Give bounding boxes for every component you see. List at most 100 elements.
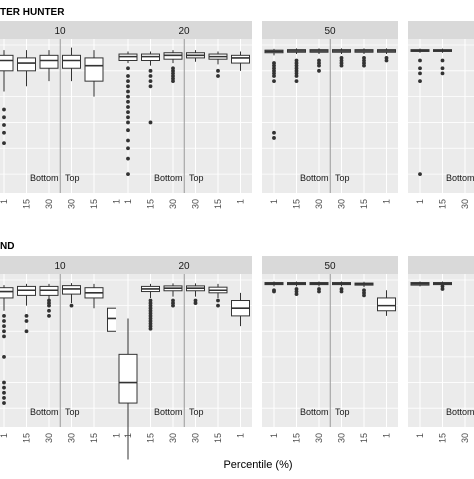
boxplot-box bbox=[118, 318, 138, 460]
outlier-point bbox=[2, 329, 6, 334]
outlier-point bbox=[69, 303, 74, 308]
boxplot-box bbox=[377, 48, 396, 63]
outlier-point bbox=[148, 326, 153, 331]
outlier-point bbox=[126, 146, 130, 151]
group-label-bottom: Bottom bbox=[446, 173, 474, 183]
group-label-bottom: Bottom bbox=[30, 407, 59, 417]
outlier-point bbox=[294, 292, 299, 296]
boxplot-box bbox=[264, 48, 284, 140]
outlier-point bbox=[216, 74, 220, 78]
outlier-point bbox=[2, 130, 6, 135]
x-tick-label: 15 bbox=[359, 199, 369, 209]
outlier-point bbox=[126, 99, 130, 104]
x-tick-label: 15 bbox=[213, 433, 223, 443]
outlier-point bbox=[126, 105, 130, 109]
boxplot-box bbox=[309, 281, 329, 294]
x-tick-label: 1 bbox=[0, 433, 9, 438]
x-tick-label: 1 bbox=[112, 199, 122, 204]
outlier-point bbox=[2, 390, 6, 395]
x-tick-label: 15 bbox=[213, 199, 223, 209]
outlier-point bbox=[126, 74, 130, 78]
outlier-point bbox=[418, 66, 422, 71]
group-label-bottom: Bottom bbox=[300, 173, 329, 183]
outlier-point bbox=[317, 63, 321, 68]
group-label-top: Top bbox=[335, 407, 350, 417]
outlier-point bbox=[148, 74, 153, 78]
boxplot-box bbox=[332, 281, 351, 294]
boxplot-box bbox=[332, 48, 351, 68]
outlier-point bbox=[272, 136, 276, 140]
outlier-point bbox=[2, 115, 6, 120]
facet-strip-label: 10 bbox=[54, 26, 66, 37]
boxplot-box bbox=[186, 50, 205, 62]
outlier-point bbox=[126, 172, 130, 176]
outlier-point bbox=[272, 130, 276, 135]
outlier-point bbox=[47, 308, 51, 313]
outlier-point bbox=[2, 107, 6, 112]
boxplot-box bbox=[287, 281, 306, 296]
x-tick-label: 1 bbox=[236, 433, 246, 438]
outlier-point bbox=[418, 172, 422, 176]
outlier-point bbox=[148, 84, 153, 89]
x-tick-label: 30 bbox=[314, 199, 324, 209]
facet-strip bbox=[262, 21, 398, 39]
group-label-bottom: Bottom bbox=[154, 407, 183, 417]
x-tick-label: 1 bbox=[269, 199, 279, 204]
panel-background bbox=[408, 274, 474, 427]
outlier-point bbox=[2, 401, 6, 405]
outlier-point bbox=[2, 334, 6, 339]
x-axis-title: Percentile (%) bbox=[223, 459, 292, 471]
outlier-point bbox=[384, 58, 389, 63]
boxplot-box bbox=[17, 283, 36, 334]
x-tick-label: 15 bbox=[146, 199, 156, 209]
outlier-point bbox=[126, 156, 130, 161]
outlier-point bbox=[216, 298, 220, 303]
x-tick-label: 1 bbox=[415, 199, 425, 204]
x-tick-label: 1 bbox=[112, 433, 122, 438]
boxplot-box bbox=[0, 285, 14, 405]
outlier-point bbox=[148, 120, 153, 125]
group-label-top: Top bbox=[65, 407, 80, 417]
x-tick-label: 1 bbox=[236, 199, 246, 204]
facet-panel-1-20: 20 Bottom Top 1 15 30 30 15 1 bbox=[116, 256, 252, 460]
outlier-point bbox=[126, 110, 130, 115]
x-tick-label: 1 bbox=[382, 433, 392, 438]
box-iqr bbox=[84, 57, 104, 82]
boxplot-box bbox=[433, 281, 452, 291]
outlier-point bbox=[126, 79, 130, 84]
section-title-0: TER HUNTER bbox=[0, 7, 65, 18]
outlier-point bbox=[362, 63, 366, 68]
outlier-point bbox=[272, 74, 276, 78]
outlier-point bbox=[216, 68, 220, 73]
outlier-point bbox=[294, 74, 299, 78]
outlier-point bbox=[148, 79, 153, 84]
facet-panel-0-20: 20 Bottom Top 1 15 30 30 15 1 bbox=[116, 21, 252, 209]
x-tick-label: 1 bbox=[415, 433, 425, 438]
x-tick-label: 1 bbox=[123, 199, 133, 204]
x-tick-label: 15 bbox=[22, 199, 32, 209]
x-tick-label: 30 bbox=[44, 199, 54, 209]
outlier-point bbox=[2, 355, 6, 359]
boxplot-box bbox=[354, 281, 374, 298]
boxplot-box bbox=[354, 48, 374, 68]
facet-panel-1-50: 50 Bottom Top 1 15 30 30 15 1 bbox=[262, 256, 398, 443]
x-tick-label: 30 bbox=[314, 433, 324, 443]
x-tick-label: 15 bbox=[146, 433, 156, 443]
boxplot-box bbox=[186, 283, 205, 305]
outlier-point bbox=[126, 89, 130, 94]
outlier-point bbox=[272, 289, 276, 294]
outlier-point bbox=[126, 115, 130, 120]
x-tick-label: 30 bbox=[168, 433, 178, 443]
outlier-point bbox=[440, 66, 445, 71]
boxplot-box bbox=[208, 283, 228, 308]
x-tick-label: 30 bbox=[191, 199, 201, 209]
boxplot-box bbox=[433, 48, 452, 76]
group-label-top: Top bbox=[189, 173, 204, 183]
x-tick-label: 15 bbox=[359, 433, 369, 443]
outlier-point bbox=[418, 58, 422, 63]
group-label-bottom: Bottom bbox=[154, 173, 183, 183]
outlier-point bbox=[47, 303, 51, 308]
outlier-point bbox=[272, 79, 276, 84]
facet-strip-label: 20 bbox=[178, 261, 190, 272]
